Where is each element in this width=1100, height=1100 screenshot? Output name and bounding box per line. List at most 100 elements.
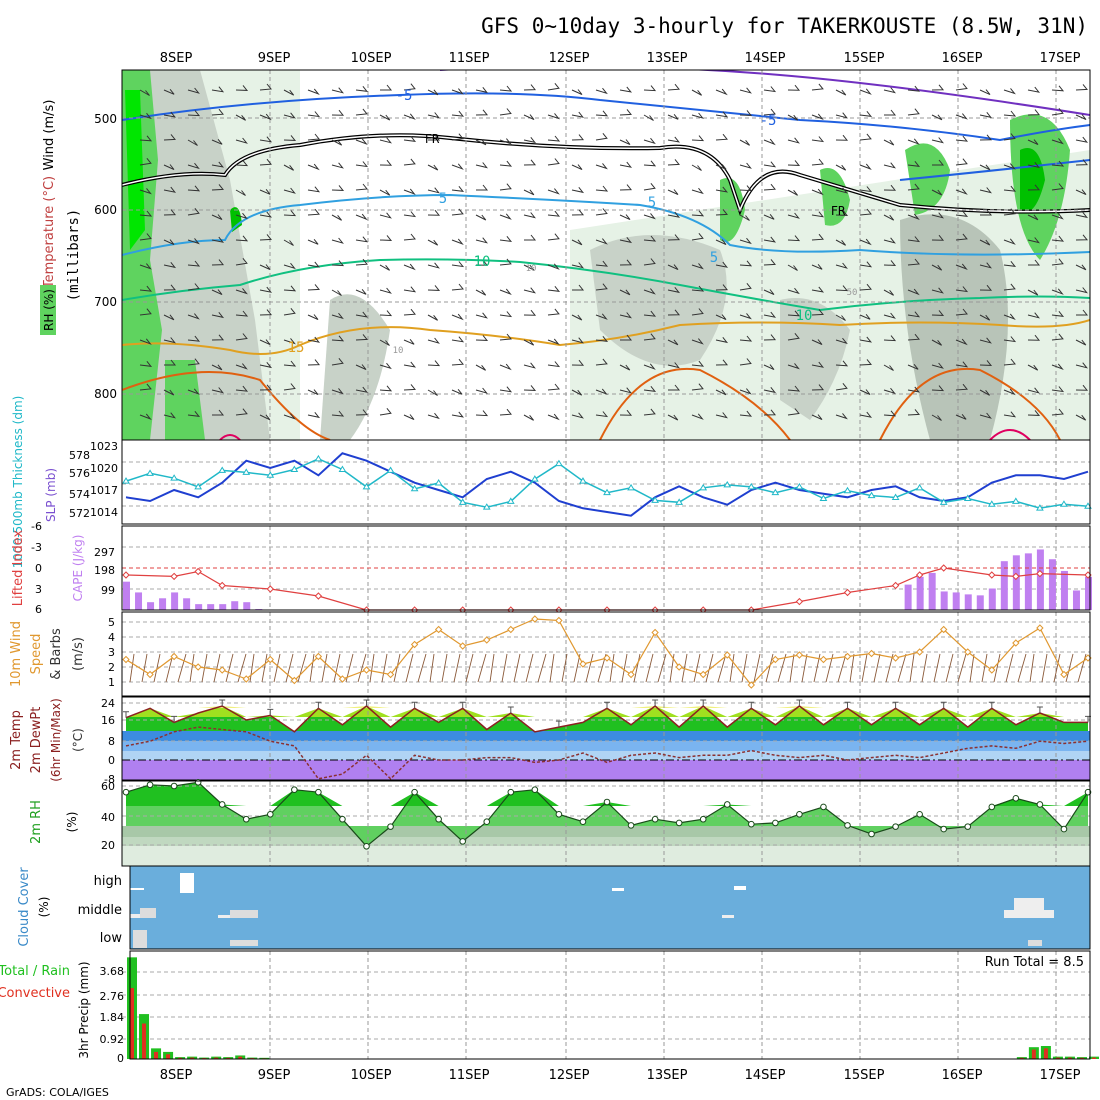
surface-barb <box>513 653 521 683</box>
wind-barb <box>883 184 897 191</box>
data-point <box>795 482 804 490</box>
wind-barb <box>643 137 656 145</box>
li-tick: 0 <box>35 562 42 575</box>
wind-barb <box>1051 138 1064 145</box>
temp-contour-25 <box>989 429 1031 440</box>
ylabel-rh: RH (%) <box>42 289 56 331</box>
wind-barb <box>428 134 441 141</box>
cape-bar <box>171 592 179 610</box>
surface-barb <box>369 653 375 683</box>
surface-barb <box>501 653 508 683</box>
wind-barb <box>691 413 704 420</box>
wind-barb <box>619 289 631 296</box>
wind-barb <box>955 210 969 217</box>
minmax-bar <box>555 720 562 728</box>
cape-bar <box>1085 576 1092 610</box>
wind-barb <box>139 233 152 241</box>
cape-bar <box>928 572 936 610</box>
cape-bar <box>243 602 251 610</box>
data-point <box>1036 569 1044 578</box>
wind-barb <box>475 312 488 319</box>
wind-barb <box>1028 259 1041 266</box>
temp-tick: 16 <box>101 714 115 727</box>
wind-barb <box>283 112 296 119</box>
wind-barb <box>955 263 968 271</box>
wind-barb <box>475 162 488 169</box>
wind-barb <box>451 261 465 268</box>
wind-barb <box>619 364 631 371</box>
wind-barb <box>835 112 849 119</box>
data-point <box>170 652 178 661</box>
wind-barb <box>355 334 368 341</box>
wind-barb <box>643 333 656 341</box>
wind-barb <box>451 283 464 291</box>
wind-barb <box>547 135 561 142</box>
wind-barb <box>355 409 369 416</box>
wind-barb <box>955 338 968 346</box>
surface-barb <box>525 653 534 683</box>
data-point <box>579 818 587 825</box>
precip-grid <box>122 951 1090 1059</box>
wind-barb <box>931 310 945 316</box>
wind-barb <box>355 213 368 221</box>
surface-barb <box>321 653 328 683</box>
wind-barb <box>1027 237 1040 244</box>
wind-barb <box>427 285 441 291</box>
wind-barb <box>907 258 920 266</box>
wind-barb <box>1003 313 1016 321</box>
wind-barb <box>931 84 945 91</box>
wind-barb <box>427 209 441 216</box>
surface-barb <box>417 653 427 683</box>
wind-barb <box>739 358 752 366</box>
wind-barb <box>787 310 801 317</box>
temp-tick: 24 <box>101 697 115 710</box>
data-point <box>338 465 347 472</box>
bottom-date-label: 15SEP <box>844 1068 885 1083</box>
data-point <box>266 471 275 478</box>
wind-barb <box>1075 384 1089 391</box>
wind-barb <box>859 133 872 141</box>
surface-barb <box>717 653 727 683</box>
wind-barb <box>571 412 584 419</box>
wind-barb <box>979 314 991 321</box>
cape-bar <box>1072 590 1080 610</box>
surface-barb <box>429 653 435 683</box>
wind-barb <box>931 212 945 219</box>
wind-barb <box>619 236 633 244</box>
wind-barb <box>859 261 873 268</box>
precip-conv-bar <box>1055 1057 1060 1059</box>
wind-barb <box>475 289 487 296</box>
surface-barb <box>261 653 268 683</box>
wind-barb <box>259 83 272 91</box>
wind-barb <box>571 337 585 344</box>
wind-barb <box>1027 364 1039 371</box>
wind-barb <box>835 134 849 141</box>
wind-barb <box>715 163 727 170</box>
wind-barb <box>259 361 273 369</box>
minmax-bar <box>363 699 370 706</box>
thickness-tick: 574 <box>69 488 90 501</box>
data-point <box>843 652 852 661</box>
wind-barb <box>883 410 897 417</box>
wind-barb <box>1027 109 1041 116</box>
wind-barb <box>859 283 872 291</box>
wind-barb <box>283 89 295 96</box>
wind-barb <box>715 412 728 419</box>
wind-barb <box>739 282 752 291</box>
cape-bar <box>147 602 155 610</box>
li-tick: 6 <box>35 603 42 616</box>
wind-barb <box>427 89 439 96</box>
wind-barb <box>283 413 296 420</box>
wind-barb <box>1075 264 1087 271</box>
wind-barb <box>859 88 872 95</box>
wind-barb <box>259 211 273 218</box>
data-point <box>434 479 443 486</box>
run-total: Run Total = 8.5 <box>985 955 1084 970</box>
temp-contour-5 <box>122 193 1090 256</box>
wind-barb <box>907 333 920 341</box>
wind-barb <box>787 287 800 295</box>
wind-barb <box>307 111 321 118</box>
rh-tick: 40 <box>101 811 115 824</box>
wind-barb <box>235 114 246 121</box>
data-point <box>603 654 611 662</box>
